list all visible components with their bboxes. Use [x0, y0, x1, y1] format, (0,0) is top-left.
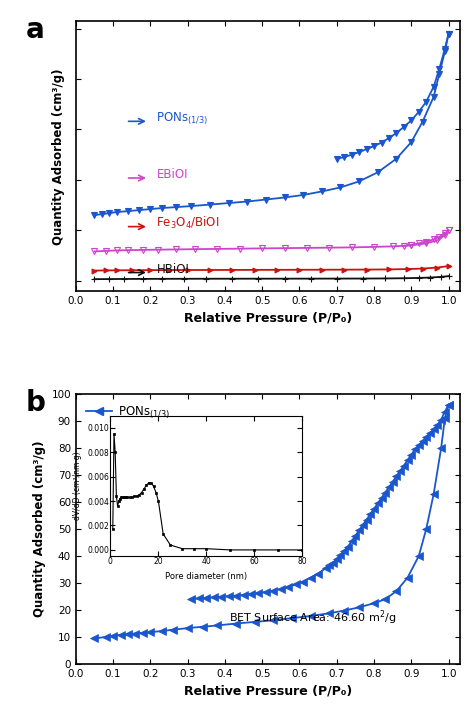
Text: EBiOI: EBiOI — [156, 168, 188, 181]
Y-axis label: Quantity Adsorbed (cm³/g): Quantity Adsorbed (cm³/g) — [53, 68, 65, 245]
Text: PONs$_{(1/3)}$: PONs$_{(1/3)}$ — [156, 111, 209, 126]
X-axis label: Relative Pressure (P/P₀): Relative Pressure (P/P₀) — [184, 685, 352, 698]
Legend: PONs$_{(1/3)}$: PONs$_{(1/3)}$ — [82, 400, 175, 425]
Text: b: b — [26, 388, 46, 417]
Y-axis label: Quantity Adsorbed (cm³/g): Quantity Adsorbed (cm³/g) — [33, 441, 46, 618]
Text: Fe$_3$O$_4$/BiOI: Fe$_3$O$_4$/BiOI — [156, 215, 220, 231]
X-axis label: Relative Pressure (P/P₀): Relative Pressure (P/P₀) — [184, 312, 352, 325]
Text: HBiOI: HBiOI — [156, 263, 189, 276]
Text: BET Surface Area: 46.60 m$^2$/g: BET Surface Area: 46.60 m$^2$/g — [229, 609, 397, 628]
Text: a: a — [26, 16, 45, 44]
